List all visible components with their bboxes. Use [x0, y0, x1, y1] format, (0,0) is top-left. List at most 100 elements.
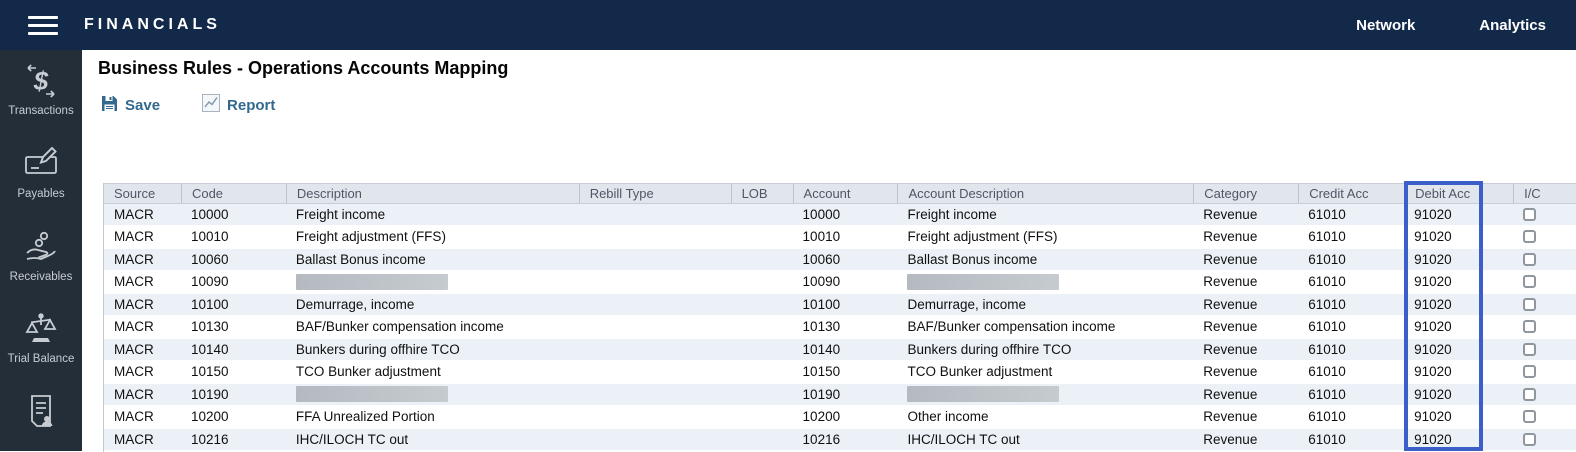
- column-header-debit_acc: Debit Acc: [1404, 184, 1513, 203]
- table-row[interactable]: MACR 10190 10190 Revenue 61010 91020: [104, 384, 1576, 407]
- cell-ic: [1513, 230, 1576, 244]
- ic-checkbox[interactable]: [1523, 230, 1537, 244]
- cell-category: Revenue: [1203, 206, 1258, 222]
- cell-credit_acc: 61010: [1308, 341, 1346, 357]
- table-row[interactable]: MACR 10060 Ballast Bonus income 10060 Ballas…: [104, 249, 1576, 272]
- cell-description: IHC/ILOCH TC out: [295, 431, 409, 447]
- cell-code: 10090: [190, 274, 229, 290]
- main-content: Business Rules - Operations Accounts Map…: [82, 50, 1576, 452]
- table-row[interactable]: MACR 10200 FFA Unrealized Portion 10200 Othe…: [104, 407, 1576, 429]
- cell-category: Revenue: [1203, 274, 1258, 290]
- column-header-account_description: Account Description: [897, 184, 1193, 203]
- table-row[interactable]: MACR 10150 TCO Bunker adjustment 10150 TCO B…: [104, 362, 1576, 384]
- cell-source: MACR: [114, 431, 154, 447]
- cell-source: MACR: [114, 409, 154, 425]
- cell-account: 10190: [802, 386, 841, 402]
- table-row[interactable]: MACR 10090 10090 Revenue 61010 91020: [104, 272, 1576, 294]
- column-header-lob: LOB: [730, 184, 793, 203]
- sidebar-item-payables[interactable]: Payables: [17, 146, 65, 202]
- redacted-text: [907, 386, 1060, 403]
- column-header-description: Description: [285, 184, 579, 203]
- cell-credit_acc: 61010: [1308, 274, 1346, 290]
- sidebar-item-statements[interactable]: [23, 394, 59, 436]
- sidebar-item-transactions[interactable]: $ Transactions: [8, 63, 74, 119]
- navbar-links: Network Analytics: [1356, 17, 1546, 34]
- cell-credit_acc: 61010: [1308, 431, 1346, 447]
- table-row[interactable]: MACR 10130 BAF/Bunker compensation income 1…: [104, 317, 1576, 339]
- cell-account: 10060: [802, 251, 841, 267]
- nav-link-network[interactable]: Network: [1356, 16, 1416, 34]
- cell-account: 10200: [802, 409, 841, 425]
- ic-checkbox[interactable]: [1523, 432, 1537, 446]
- ic-checkbox[interactable]: [1523, 342, 1537, 356]
- ic-checkbox[interactable]: [1523, 387, 1537, 401]
- cell-category: Revenue: [1203, 364, 1258, 380]
- document-person-icon: [23, 394, 59, 430]
- cell-account_description: TCO Bunker adjustment: [907, 364, 1053, 380]
- svg-text:$: $: [33, 66, 49, 96]
- cell-ic: [1513, 275, 1576, 289]
- table-header-row: Source Code Description Rebill Type LOB Accou…: [104, 183, 1576, 204]
- table-row[interactable]: MACR 10010 Freight adjustment (FFS) 10010 Fr…: [104, 227, 1576, 249]
- hamburger-menu-icon[interactable]: [28, 11, 58, 40]
- cell-credit_acc: 61010: [1308, 319, 1346, 335]
- ic-checkbox[interactable]: [1523, 252, 1537, 266]
- cell-account: 10010: [802, 229, 841, 245]
- cell-category: Revenue: [1203, 319, 1258, 335]
- check-pen-icon: [23, 146, 59, 182]
- cell-source: MACR: [114, 229, 154, 245]
- sidebar-item-label: Payables: [17, 187, 65, 200]
- table-row[interactable]: MACR 10100 Demurrage, income 10100 Demurrage…: [104, 294, 1576, 317]
- cell-source: MACR: [114, 296, 154, 312]
- sidebar-item-receivables[interactable]: Receivables: [9, 229, 73, 285]
- column-header-code: Code: [180, 184, 286, 203]
- ic-checkbox[interactable]: [1523, 320, 1537, 334]
- top-navbar: FINANCIALS Network Analytics: [0, 0, 1576, 50]
- table-row[interactable]: MACR 10140 Bunkers during offhire TCO 10140…: [104, 339, 1576, 362]
- cell-account: 10090: [802, 274, 841, 290]
- ic-checkbox[interactable]: [1523, 297, 1537, 311]
- cell-source: MACR: [114, 364, 154, 380]
- cell-code: 10140: [190, 341, 229, 357]
- cell-code: 10100: [190, 296, 229, 312]
- column-header-rebill_type: Rebill Type: [578, 184, 731, 203]
- nav-link-analytics[interactable]: Analytics: [1479, 16, 1546, 34]
- report-button-label: Report: [227, 96, 276, 114]
- save-floppy-icon: [101, 95, 118, 116]
- cell-debit_acc: 91020: [1414, 206, 1452, 222]
- cell-description: Ballast Bonus income: [295, 251, 426, 267]
- cell-account_description: Freight adjustment (FFS): [907, 229, 1058, 245]
- ic-checkbox[interactable]: [1523, 410, 1537, 424]
- cell-category: Revenue: [1203, 341, 1258, 357]
- cell-account_description: Freight income: [907, 206, 997, 222]
- cell-category: Revenue: [1203, 296, 1258, 312]
- cell-ic: [1513, 432, 1576, 446]
- cell-ic: [1513, 252, 1576, 266]
- cell-account_description: Demurrage, income: [907, 296, 1027, 312]
- cell-debit_acc: 91020: [1414, 251, 1452, 267]
- cell-account: 10150: [802, 364, 841, 380]
- cell-category: Revenue: [1203, 251, 1258, 267]
- table-body: MACR 10000 Freight income 10000 Freight inco…: [104, 204, 1576, 452]
- sidebar-item-trial-balance[interactable]: Trial Balance: [8, 311, 74, 367]
- sidebar-item-label: Transactions: [8, 105, 74, 117]
- ic-checkbox[interactable]: [1523, 365, 1537, 379]
- column-header-account: Account: [792, 184, 898, 203]
- cell-account_description: Ballast Bonus income: [907, 251, 1038, 267]
- cell-debit_acc: 91020: [1414, 386, 1452, 402]
- cell-ic: [1513, 387, 1576, 401]
- cell-description: Demurrage, income: [295, 296, 415, 312]
- cell-description: [286, 273, 579, 290]
- ic-checkbox[interactable]: [1523, 275, 1537, 289]
- cell-description: BAF/Bunker compensation income: [295, 319, 504, 335]
- cell-code: 10150: [190, 364, 229, 380]
- save-button[interactable]: Save: [101, 94, 160, 116]
- hand-coins-icon: [23, 229, 59, 265]
- ic-checkbox[interactable]: [1523, 207, 1537, 221]
- sidebar: $ Transactions Payables Re: [0, 50, 82, 451]
- report-button[interactable]: Report: [202, 94, 275, 116]
- cell-debit_acc: 91020: [1414, 229, 1452, 245]
- table-row[interactable]: MACR 10216 IHC/ILOCH TC out 10216 IHC/ILOCH …: [104, 429, 1576, 452]
- table-row[interactable]: MACR 10000 Freight income 10000 Freight inco…: [104, 204, 1576, 227]
- sidebar-item-label: Receivables: [9, 270, 73, 283]
